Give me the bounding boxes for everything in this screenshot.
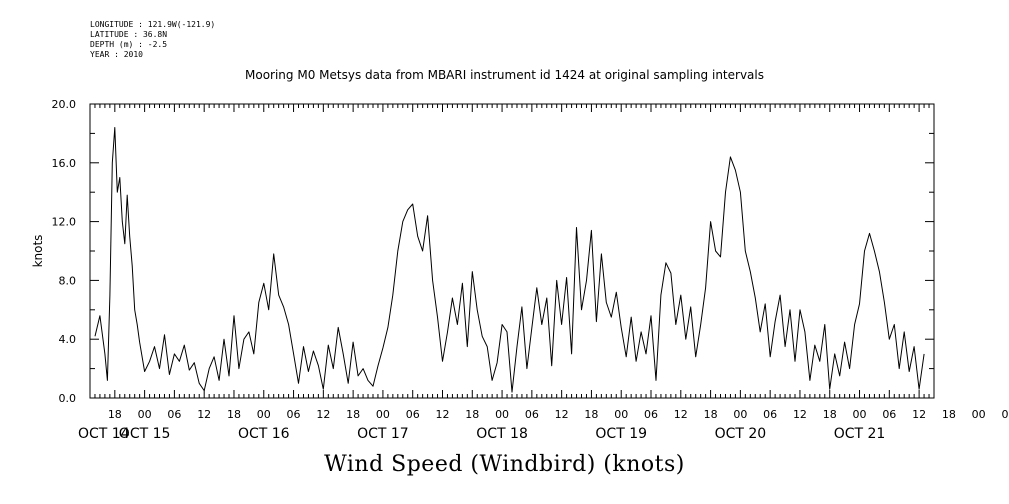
- x-hour-label: 06: [287, 408, 301, 421]
- x-hour-label: 06: [882, 408, 896, 421]
- x-date-label: OCT 15: [119, 426, 171, 442]
- y-tick-label: 20.0: [52, 98, 77, 111]
- x-date-label: OCT 16: [238, 426, 290, 442]
- x-hour-label: 12: [555, 408, 569, 421]
- x-date-label: OCT 14: [78, 426, 130, 442]
- x-hour-label: 18: [823, 408, 837, 421]
- x-date-label: OCT 18: [476, 426, 528, 442]
- x-date-label: OCT 19: [595, 426, 647, 442]
- x-hour-label: 06: [1001, 408, 1009, 421]
- x-hour-label: 18: [227, 408, 241, 421]
- x-hour-label: 18: [942, 408, 956, 421]
- x-hour-label: 18: [584, 408, 598, 421]
- x-date-label: OCT 17: [357, 426, 409, 442]
- x-hour-label: 12: [674, 408, 688, 421]
- y-tick-label: 4.0: [59, 333, 77, 346]
- wind-speed-series-line: [94, 127, 925, 393]
- x-hour-label: 12: [316, 408, 330, 421]
- x-hour-label: 00: [257, 408, 271, 421]
- x-hour-label: 12: [197, 408, 211, 421]
- x-hour-label: 12: [435, 408, 449, 421]
- x-hour-label: 00: [495, 408, 509, 421]
- x-date-label: OCT 20: [715, 426, 767, 442]
- x-hour-label: 18: [108, 408, 122, 421]
- x-hour-label: 00: [376, 408, 390, 421]
- x-hour-label: 06: [167, 408, 181, 421]
- x-hour-label: 00: [853, 408, 867, 421]
- x-date-label: OCT 21: [834, 426, 886, 442]
- x-hour-label: 06: [525, 408, 539, 421]
- longitude-text: LONGITUDE : 121.9W(-121.9): [90, 20, 216, 29]
- y-tick-label: 16.0: [52, 157, 77, 170]
- x-hour-label: 00: [614, 408, 628, 421]
- depth-text: DEPTH (m) : -2.5: [90, 40, 168, 49]
- y-tick-label: 0.0: [59, 392, 77, 405]
- chart-title: Mooring M0 Metsys data from MBARI instru…: [245, 68, 764, 82]
- latitude-text: LATITUDE : 36.8N: [90, 30, 168, 39]
- y-axis-title: knots: [31, 235, 45, 268]
- y-tick-label: 8.0: [59, 274, 77, 287]
- y-tick-label: 12.0: [52, 216, 77, 229]
- x-hour-label: 18: [465, 408, 479, 421]
- x-axis-title: Wind Speed (Windbird) (knots): [324, 452, 685, 477]
- x-hour-label: 06: [406, 408, 420, 421]
- year-text: YEAR : 2010: [90, 50, 143, 59]
- x-hour-label: 00: [138, 408, 152, 421]
- x-hour-label: 00: [972, 408, 986, 421]
- x-hour-label: 00: [733, 408, 747, 421]
- x-hour-label: 06: [644, 408, 658, 421]
- x-hour-label: 12: [912, 408, 926, 421]
- x-hour-label: 12: [793, 408, 807, 421]
- x-hour-label: 18: [704, 408, 718, 421]
- x-hour-label: 18: [346, 408, 360, 421]
- metadata-block: LONGITUDE : 121.9W(-121.9) LATITUDE : 36…: [90, 20, 215, 60]
- x-hour-label: 06: [763, 408, 777, 421]
